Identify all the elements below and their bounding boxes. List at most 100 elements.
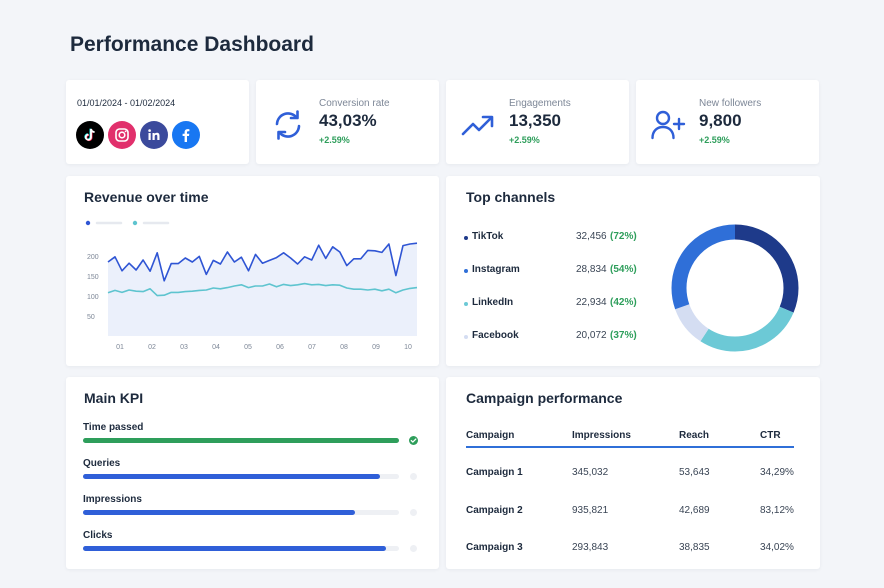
pending-indicator — [410, 509, 417, 516]
instagram-icon[interactable] — [108, 121, 136, 149]
y-tick-label: 100 — [87, 294, 99, 301]
kpi-progress-bar — [83, 510, 399, 515]
kpi-progress-bar — [83, 438, 399, 443]
date-range[interactable]: 01/01/2024 - 01/02/2024 — [77, 98, 176, 108]
stat-delta: +2.59% — [509, 135, 540, 145]
kpi-progress-fill — [83, 474, 381, 479]
main-kpi-card: Main KPI Time passed Queries Impressions… — [66, 377, 439, 569]
legend-dot — [85, 220, 91, 226]
kpi-label: Impressions — [83, 494, 142, 505]
channel-name: Instagram — [472, 264, 520, 275]
channel-name: TikTok — [472, 231, 504, 242]
series-line-2[interactable] — [107, 282, 418, 297]
user-plus-icon — [651, 110, 686, 140]
series-line-1[interactable] — [107, 242, 418, 282]
channel-row[interactable]: LinkedIn 22,934 (42%) — [464, 297, 664, 313]
donut-segment[interactable] — [671, 224, 799, 352]
x-tick-label: 02 — [148, 344, 156, 351]
x-tick-label: 09 — [372, 344, 380, 351]
channel-name: LinkedIn — [472, 297, 514, 308]
campaign-title: Campaign performance — [466, 390, 623, 406]
linkedin-icon[interactable] — [140, 121, 168, 149]
x-tick-label: 03 — [180, 344, 188, 351]
channel-value: 28,834 — [576, 264, 607, 275]
column-header[interactable]: Reach — [679, 430, 710, 441]
kpi-label: Queries — [83, 458, 121, 469]
stat-delta: +2.59% — [699, 135, 730, 145]
channel-row[interactable]: Instagram 28,834 (54%) — [464, 264, 664, 280]
table-cell: Campaign 1 — [466, 467, 523, 478]
table-row[interactable]: Campaign 3 293,843 38,835 34,02% — [466, 542, 796, 556]
page-title: Performance Dashboard — [70, 33, 314, 56]
table-cell: 83,12% — [760, 505, 794, 516]
y-tick-label: 50 — [87, 314, 95, 321]
x-tick-label: 10 — [404, 344, 412, 351]
main-kpi-title: Main KPI — [84, 390, 144, 406]
tiktok-icon[interactable] — [76, 121, 104, 149]
channel-name: Facebook — [472, 330, 519, 341]
trend-up-icon — [461, 115, 494, 136]
date-socials-card: 01/01/2024 - 01/02/2024 — [66, 80, 249, 164]
campaign-performance-card: Campaign performance Campaign Impression… — [446, 377, 820, 569]
kpi-label: Time passed — [83, 422, 144, 433]
stat-label: Engagements — [509, 98, 571, 109]
channel-pct: (37%) — [610, 330, 637, 341]
legend-dot — [132, 220, 138, 226]
column-header[interactable]: Campaign — [466, 430, 515, 441]
x-tick-label: 01 — [116, 344, 124, 351]
column-header[interactable]: CTR — [760, 430, 781, 441]
table-cell: 34,02% — [760, 542, 794, 553]
table-row[interactable]: Campaign 1 345,032 53,643 34,29% — [466, 467, 796, 481]
table-row[interactable]: Campaign 2 935,821 42,689 83,12% — [466, 505, 796, 519]
legend-dot — [464, 335, 468, 339]
channel-row[interactable]: Facebook 20,072 (37%) — [464, 330, 664, 346]
kpi-progress-fill — [83, 546, 387, 551]
y-tick-label: 150 — [87, 274, 99, 281]
x-tick-label: 07 — [308, 344, 316, 351]
table-cell: 935,821 — [572, 505, 609, 516]
legend-dot — [464, 269, 468, 273]
table-cell: 53,643 — [679, 467, 710, 478]
kpi-label: Clicks — [83, 530, 113, 541]
stat-label: Conversion rate — [319, 98, 390, 109]
stat-card-followers: New followers 9,800 +2.59% — [636, 80, 819, 164]
channel-pct: (42%) — [610, 297, 637, 308]
stat-value: 9,800 — [699, 111, 742, 130]
channel-value: 32,456 — [576, 231, 607, 242]
revenue-area — [108, 243, 417, 336]
stat-value: 43,03% — [319, 111, 377, 130]
stat-value: 13,350 — [509, 111, 561, 130]
x-tick-label: 08 — [340, 344, 348, 351]
stat-delta: +2.59% — [319, 135, 350, 145]
facebook-icon[interactable] — [172, 121, 200, 149]
channel-value: 22,934 — [576, 297, 607, 308]
top-channels-title: Top channels — [466, 189, 556, 205]
donut-segment[interactable] — [671, 224, 799, 352]
x-tick-label: 05 — [244, 344, 252, 351]
pending-indicator — [410, 545, 417, 552]
pending-indicator — [410, 473, 417, 480]
kpi-progress-fill — [83, 510, 355, 515]
table-cell: 293,843 — [572, 542, 609, 553]
table-cell: 38,835 — [679, 542, 710, 553]
channel-row[interactable]: TikTok 32,456 (72%) — [464, 231, 664, 247]
check-icon — [409, 436, 418, 445]
revenue-chart[interactable]: 200 150 100 50 01 02 03 04 05 06 07 08 09 10 — [66, 176, 439, 366]
kpi-progress-fill — [83, 438, 399, 443]
channel-value: 20,072 — [576, 330, 607, 341]
legend-dot — [464, 236, 468, 240]
legend-dot — [464, 302, 468, 306]
kpi-progress-bar — [83, 474, 399, 479]
refresh-icon — [275, 110, 301, 140]
stat-card-engagements: Engagements 13,350 +2.59% — [446, 80, 629, 164]
kpi-progress-bar — [83, 546, 399, 551]
column-header[interactable]: Impressions — [572, 430, 631, 441]
channels-donut-chart[interactable] — [670, 223, 800, 353]
channel-pct: (54%) — [610, 264, 637, 275]
revenue-card: Revenue over time 200 150 100 50 01 02 03 04 05 0… — [66, 176, 439, 366]
revenue-title: Revenue over time — [84, 189, 209, 205]
y-tick-label: 200 — [87, 254, 99, 261]
x-tick-label: 04 — [212, 344, 220, 351]
x-tick-label: 06 — [276, 344, 284, 351]
stat-card-conversion: Conversion rate 43,03% +2.59% — [256, 80, 439, 164]
